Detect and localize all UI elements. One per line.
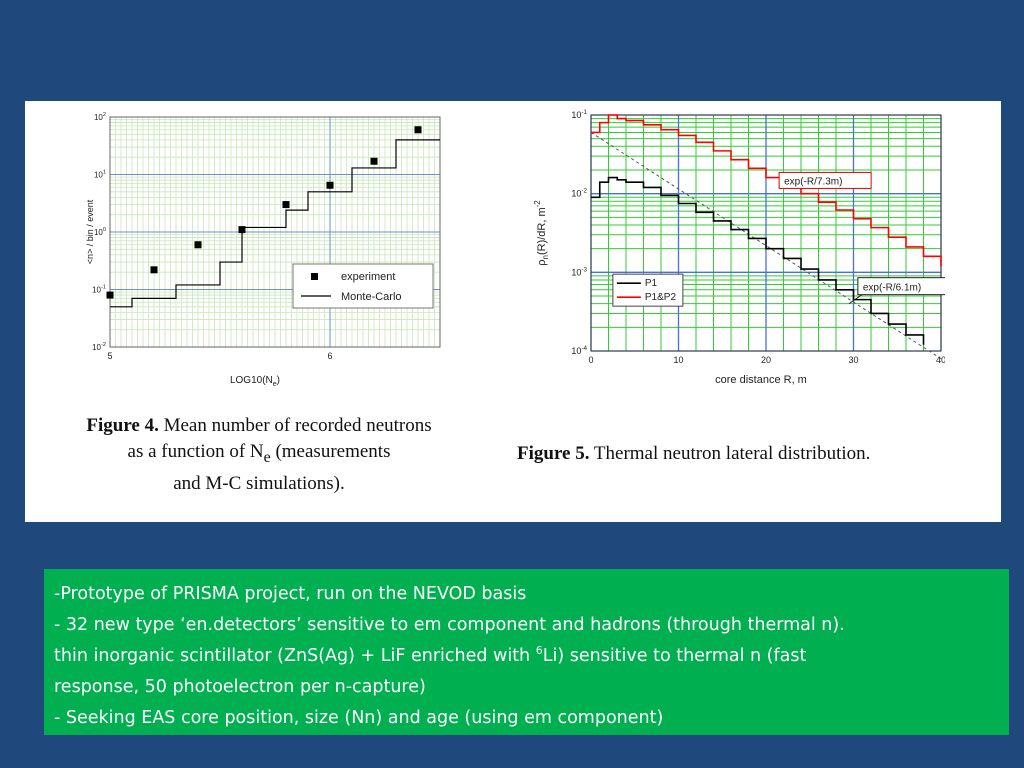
legend-label-p1: P1 (645, 278, 658, 289)
point-experiment (106, 291, 114, 299)
x-tick-label: 0 (588, 355, 593, 365)
point-experiment (150, 266, 158, 274)
legend-box (612, 273, 684, 307)
x-tick-label: 20 (761, 355, 771, 365)
y-axis-label: <n> / bin / event (85, 199, 95, 264)
figure-panel: 10-2 10-1 100 101 102 5 6 LOG10(Ne) <n> / bin / … (25, 101, 1001, 522)
figure4-chart: 10-2 10-1 100 101 102 5 6 LOG10(Ne) <n> / bin / … (85, 112, 441, 388)
y-tick-label: 102 (94, 112, 106, 122)
figure5-chart: 10-4 10-3 10-2 10-1 0 10 20 30 40 core distance R… (533, 109, 945, 386)
x-tick-label: 30 (848, 355, 858, 365)
x-axis-label: core distance R, m (715, 374, 807, 386)
x-tick-label: 10 (673, 355, 683, 365)
figure5-label: Figure 5. (517, 443, 590, 464)
point-experiment (414, 126, 422, 134)
y-tick-label: 10-4 (571, 345, 587, 356)
figure5-caption: Figure 5. Thermal neutron lateral distri… (517, 441, 957, 467)
annotation-arrow (848, 294, 863, 305)
figure4-label: Figure 4. (86, 415, 159, 436)
figure4-caption-sub: e (263, 448, 271, 466)
figure4-caption-line2b: (measurements (270, 441, 391, 462)
y-tick-label: 10-2 (571, 188, 587, 199)
legend-label-monte-carlo: Monte-Carlo (341, 291, 402, 303)
annotation-box-black (857, 277, 945, 296)
legend-label-p1p2: P1&P2 (645, 292, 677, 303)
legend-label-experiment: experiment (341, 271, 395, 283)
x-tick-label: 5 (107, 351, 112, 361)
y-tick-label: 10-1 (92, 285, 106, 295)
summary-line-3-sup: 6 (535, 644, 543, 657)
summary-text-box: -Prototype of PRISMA project, run on the… (44, 569, 1009, 735)
annotation-box-red (778, 171, 872, 189)
y-tick-label: 10-2 (92, 342, 106, 352)
figure4-caption-line1: Mean number of recorded neutrons (163, 415, 432, 436)
y-axis-label: ρn(R)/dR, m-2 (533, 200, 550, 266)
annotation-exp-6-1: exp(-R/6.1m) (863, 283, 921, 294)
y-tick-label: 10-1 (571, 109, 587, 120)
x-tick-label: 40 (936, 355, 945, 365)
x-axis-label: LOG10(Ne) (230, 375, 280, 388)
plot-frame (590, 114, 942, 352)
figure4-caption-line3: and M-C simulations). (173, 472, 345, 494)
y-tick-label: 100 (94, 227, 106, 237)
point-experiment (370, 157, 378, 165)
annotation-exp-7-3: exp(-R/7.3m) (784, 176, 842, 187)
figure4-caption: Figure 4. Mean number of recorded neutro… (39, 413, 479, 497)
summary-line-5: - Seeking EAS core position, size (Nn) a… (54, 708, 664, 728)
plot-frame (109, 116, 441, 348)
summary-line-1: -Prototype of PRISMA project, run on the… (54, 584, 527, 604)
series-p1-p2 (591, 114, 942, 267)
summary-line-3: thin inorganic scintillator (ZnS(Ag) + L… (54, 641, 999, 672)
figure5-caption-text: Thermal neutron lateral distribution. (593, 443, 871, 464)
legend-marker-experiment (311, 273, 318, 280)
x-tick-label: 6 (327, 351, 332, 361)
point-experiment (282, 201, 290, 209)
summary-line-2: - 32 new type ‘en.detectors’ sensitive t… (54, 615, 845, 635)
point-experiment (194, 241, 202, 249)
legend-box (292, 263, 434, 309)
figure4-caption-line2a: as a function of N (127, 441, 264, 462)
series-monte-carlo (110, 139, 440, 308)
series-p1 (591, 176, 925, 345)
point-experiment (326, 181, 334, 189)
summary-line-4: response, 50 photoelectron per n-capture… (54, 677, 426, 697)
y-tick-label: 10-3 (571, 266, 587, 277)
summary-line-3a: thin inorganic scintillator (ZnS(Ag) + L… (54, 646, 536, 666)
y-tick-label: 101 (94, 170, 106, 180)
point-experiment (238, 226, 246, 234)
summary-line-3b: Li) sensitive to thermal n (fast (542, 646, 807, 666)
